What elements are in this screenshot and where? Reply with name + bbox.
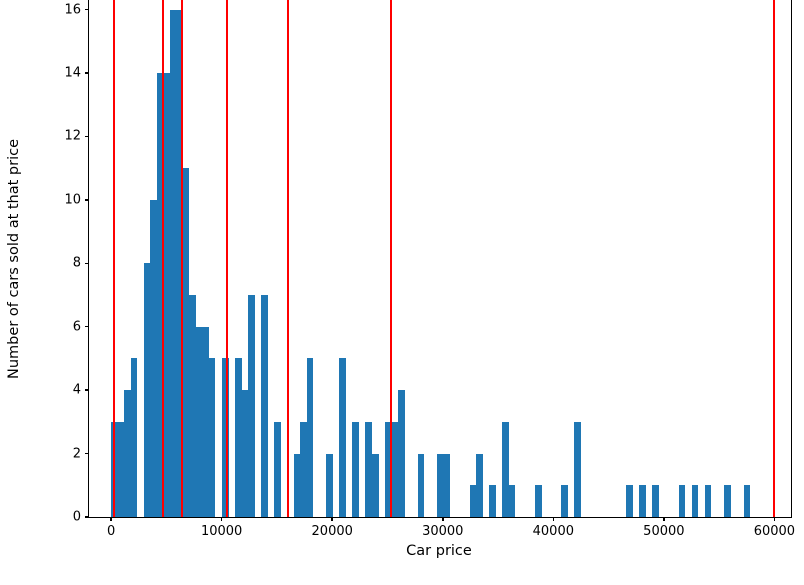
histogram-bar: [130, 358, 138, 517]
histogram-bar: [156, 72, 164, 517]
y-axis-tick-label: 2: [72, 446, 81, 462]
y-tick-mark: [85, 516, 89, 518]
histogram-bar: [293, 453, 301, 517]
percentile-line: [181, 0, 184, 517]
percentile-line: [773, 0, 776, 517]
x-axis-tick-label: 40000: [532, 524, 574, 539]
histogram-bar: [743, 485, 751, 517]
y-tick-mark: [85, 389, 89, 391]
histogram-bar: [365, 421, 372, 517]
histogram-bar: [652, 485, 659, 517]
histogram-bar: [169, 9, 177, 517]
percentile-line: [389, 0, 392, 517]
histogram-bar: [150, 199, 157, 517]
y-axis-tick-label: 0: [72, 509, 81, 525]
histogram-bar: [143, 263, 151, 517]
percentile-line: [226, 0, 229, 517]
histogram-bar: [195, 326, 203, 517]
x-tick-mark: [331, 517, 333, 521]
x-axis-tick-label: 60000: [753, 524, 796, 539]
y-tick-mark: [85, 135, 89, 138]
y-axis-tick-label: 10: [64, 192, 81, 208]
percentile-line: [112, 0, 115, 517]
histogram-bar: [691, 485, 699, 517]
histogram-bar: [476, 453, 483, 517]
x-axis-tick-label: 20000: [311, 524, 353, 539]
x-tick-mark: [773, 517, 776, 521]
histogram-bar: [163, 72, 170, 517]
y-axis-tick-label: 12: [64, 128, 81, 144]
y-axis-tick-label: 16: [64, 2, 81, 17]
histogram-bar: [208, 358, 216, 517]
histogram-bar: [300, 421, 307, 517]
histogram-bar: [248, 294, 255, 517]
x-tick-mark: [110, 517, 112, 521]
histogram-bar: [574, 421, 581, 517]
y-axis-tick-label: 8: [72, 255, 81, 271]
histogram-bar: [437, 453, 444, 517]
y-tick-mark: [85, 72, 89, 74]
histogram-bar: [489, 485, 496, 517]
x-axis-tick-label: 50000: [643, 524, 685, 539]
histogram-bar: [241, 390, 249, 517]
y-axis-tick-label: 4: [72, 382, 81, 398]
percentile-line: [286, 0, 289, 517]
x-tick-mark: [552, 517, 555, 521]
x-tick-mark: [220, 517, 223, 521]
percentile-line: [162, 0, 165, 517]
histogram-bar: [398, 390, 405, 517]
histogram-bar: [261, 294, 268, 517]
y-tick-mark: [85, 325, 89, 328]
histogram-bar: [502, 421, 509, 517]
histogram-bar: [176, 9, 183, 517]
y-tick-mark: [85, 262, 89, 264]
histogram-bar: [221, 358, 229, 517]
x-tick-mark: [663, 517, 665, 521]
histogram-bar: [391, 421, 399, 517]
histogram-bar: [124, 390, 131, 517]
x-axis-tick-label: 0: [106, 524, 116, 539]
x-tick-mark: [442, 517, 444, 521]
y-axis-tick-label: 6: [72, 319, 81, 335]
histogram-bar: [372, 453, 379, 517]
y-tick-mark: [85, 8, 89, 11]
histogram-bar: [724, 485, 731, 517]
histogram-bar: [639, 485, 646, 517]
histogram-bar: [182, 168, 190, 517]
histogram-bar: [352, 421, 359, 517]
histogram-bar: [626, 485, 633, 517]
histogram-bar: [202, 326, 209, 517]
histogram-bar: [561, 485, 568, 517]
plot-area: 0 10000 20000 30000 40000 50000 60000 0 2 4 6 8 10 12…: [64, 0, 795, 539]
histogram-bar: [508, 485, 516, 517]
x-axis-tick-label: 10000: [200, 524, 243, 539]
y-tick-mark: [85, 452, 89, 455]
histogram-bar: [535, 485, 542, 517]
y-tick-mark: [85, 199, 89, 201]
y-axis-tick-label: 14: [64, 65, 81, 81]
x-axis-label: Car price: [406, 543, 472, 559]
histogram-bar: [274, 421, 281, 517]
histogram-bar: [339, 358, 346, 517]
histogram-bar: [385, 421, 392, 517]
y-axis-label: Number of cars sold at that price: [6, 138, 22, 379]
histogram-bar: [235, 358, 242, 517]
histogram-bar: [326, 453, 333, 517]
histogram-bar: [678, 485, 686, 517]
x-axis-tick-label: 30000: [422, 524, 464, 539]
histogram-bar: [117, 421, 125, 517]
histogram-bar: [306, 358, 314, 517]
histogram-bar: [443, 453, 451, 517]
histogram-bar: [469, 485, 477, 517]
histogram-bar: [189, 294, 196, 517]
histogram-bar: [417, 453, 425, 517]
histogram-bar: [704, 485, 712, 517]
